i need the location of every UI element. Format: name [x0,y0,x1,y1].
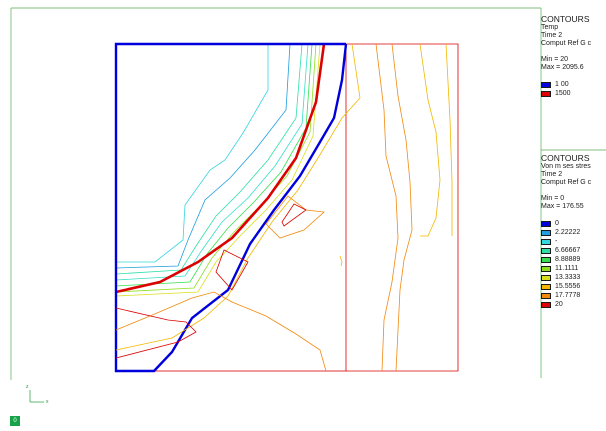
triad-z-label: z [26,384,29,390]
contour-loop [281,203,307,227]
triad-x-label: x [46,399,49,405]
legend-entry: 1500 [541,89,606,98]
legend-swatch [541,283,551,290]
legend-entry-label: 20 [555,300,563,308]
contour-line [419,43,441,237]
contour-line-100 [114,42,348,373]
contour-line [115,43,361,351]
legend-entry: 1 00 [541,80,606,89]
legend-entry: 0 [541,219,606,228]
legend-entry-label: 2.22222 [555,228,581,236]
contour-line [339,255,343,267]
legend-panel-temp: CONTOURS Temp Time 2 Comput Ref G c Min … [541,14,606,98]
contour-line [115,43,303,275]
legend-entry-label: 13.3333 [555,273,581,281]
contour-line [375,43,399,372]
legend-entry-label: 0 [555,219,559,227]
contour-line [116,44,269,263]
legend-swatch [541,274,551,281]
legend-entry-label: 6.66667 [555,246,581,254]
legend-swatch [541,301,551,308]
legend-entry: 2.22222 [541,228,606,237]
legend-swatch [541,238,551,245]
legend-entry-label: 11.1111 [555,264,579,272]
legend-max: Max = 176.55 [541,203,584,210]
contour-line [115,43,317,293]
contour-loop [215,249,249,291]
contour-line [445,43,453,236]
legend-swatch [541,247,551,254]
contour-line [115,43,309,281]
legend-entry: 17.7778 [541,291,606,300]
contour-line [115,307,197,359]
legend-swatch [541,256,551,263]
legend-entries: 1 00 1500 [541,80,606,98]
legend-entry: 13.3333 [541,273,606,282]
legend-swatch [541,90,551,97]
legend-variable: Temp [541,24,559,31]
contour-line [115,43,313,287]
legend-title: CONTOURS [541,14,590,24]
legend-entry-label: 1 00 [555,80,569,88]
domain-outline-inner [115,43,347,372]
domain-outline-outer [346,43,459,372]
contour-line [265,195,325,239]
legend-entry: 11.1111 [541,264,606,273]
legend-entry: 6.66667 [541,246,606,255]
legend-variable: Von m ses stres [541,163,591,170]
legend-computed: Comput Ref G c [541,179,592,186]
legend-entry: - [541,237,606,246]
legend-entry-label: 17.7778 [555,291,581,299]
legend-swatch [541,81,551,88]
legend-swatch [541,265,551,272]
legend-swatch [541,220,551,227]
contour-line [391,43,413,372]
legend-title: CONTOURS [541,153,590,163]
status-badge[interactable]: 0 [10,416,20,426]
legend-max: Max = 2095.6 [541,64,584,71]
legend-min: Min = 0 [541,195,565,202]
legend-time: Time 2 [541,32,563,39]
legend-entry: 15.5556 [541,282,606,291]
legend-swatch [541,229,551,236]
legend-entry-label: 1500 [555,89,571,97]
contour-line [115,291,327,372]
legend-computed: Comput Ref G c [541,40,592,47]
legend-swatch [541,292,551,299]
contour-line-1500 [115,43,326,294]
legend-entries: 0 2.22222 - 6.66667 8.88889 11.1111 13.3… [541,219,606,309]
legend-panel-vonmises: CONTOURS Von m ses stres Time 2 Comput R… [541,153,606,309]
legend-entry-label: - [555,237,558,245]
contour-line [115,43,321,297]
legend-min: Min = 20 [541,56,569,63]
legend-entry: 20 [541,300,606,309]
contour-line [115,43,291,269]
legend-entry-label: 8.88889 [555,255,581,263]
legend-entry-label: 15.5556 [555,282,581,290]
legend-time: Time 2 [541,171,563,178]
legend-entry: 8.88889 [541,255,606,264]
